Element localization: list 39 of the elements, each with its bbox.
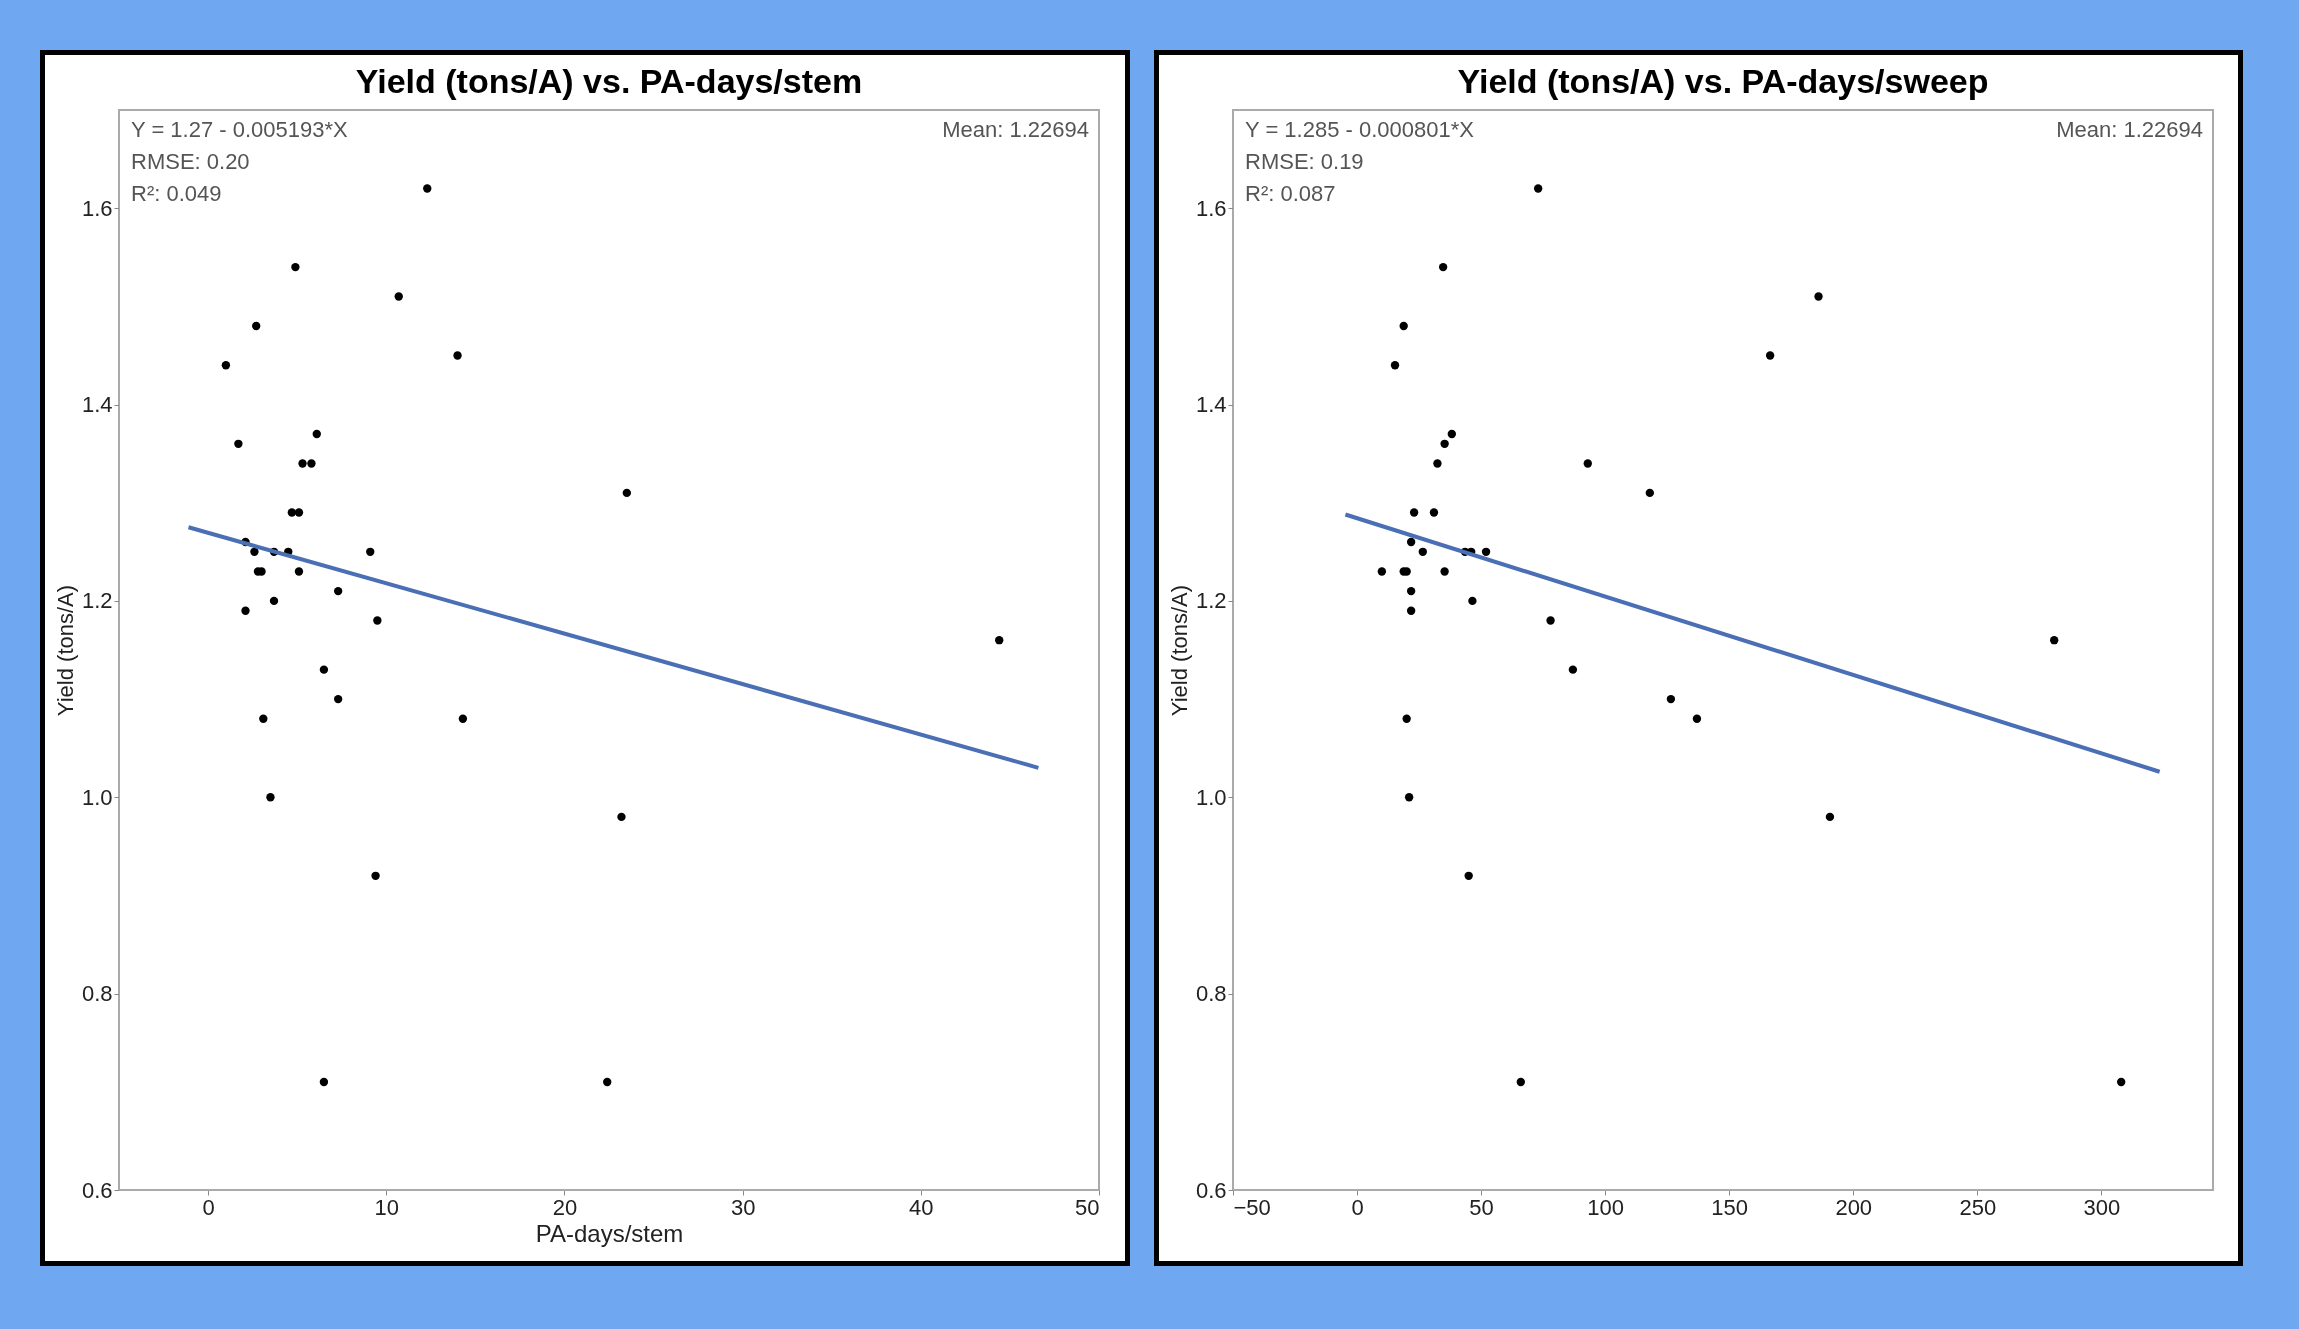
x-tick-label: 100 <box>1587 1194 1625 1220</box>
annotation: Mean: 1.22694 <box>942 117 1089 142</box>
x-tick-label: −50 <box>1233 1194 1271 1220</box>
y-axis-title: Yield (tons/A) <box>52 584 78 717</box>
x-tick-label: 250 <box>1959 1194 1997 1220</box>
annotation: Y = 1.27 - 0.005193*X <box>131 117 349 142</box>
y-tick-label: 0.6 <box>1195 1177 1227 1203</box>
x-tick-label: 50 <box>1469 1194 1494 1220</box>
y-tick-label: 1.2 <box>1195 588 1227 614</box>
x-tick-label: 10 <box>374 1194 400 1220</box>
y-tick-label: 1.0 <box>1195 784 1227 810</box>
annotation: Y = 1.285 - 0.000801*X <box>1245 117 1475 142</box>
x-tick-label: 200 <box>1835 1194 1873 1220</box>
annotation: R²: 0.087 <box>1245 181 1336 206</box>
x-tick-label: 30 <box>730 1194 756 1220</box>
y-tick-label: 0.6 <box>81 1177 113 1203</box>
y-tick-label: 0.8 <box>1195 981 1227 1007</box>
y-tick-label: 1.4 <box>1195 392 1227 418</box>
x-tick-label: 150 <box>1711 1194 1749 1220</box>
x-tick-label: 0 <box>202 1194 215 1220</box>
x-tick-label: 40 <box>909 1194 934 1220</box>
x-axis-title: PA-days/stem <box>535 1219 684 1247</box>
chart-title: Yield (tons/A) vs. PA-days/stem <box>355 62 863 100</box>
y-tick-label: 1.0 <box>81 784 113 810</box>
annotation: R²: 0.049 <box>131 181 222 206</box>
y-axis-title: Yield (tons/A) <box>1166 584 1192 717</box>
annotation: RMSE: 0.20 <box>131 149 250 174</box>
chart-title: Yield (tons/A) vs. PA-days/sweep <box>1457 62 1989 100</box>
x-tick-label: 20 <box>552 1194 578 1220</box>
x-tick-label: 50 <box>1075 1194 1100 1220</box>
annotation: Mean: 1.22694 <box>2056 117 2203 142</box>
x-tick-label: 300 <box>2083 1194 2121 1220</box>
annotation: RMSE: 0.19 <box>1245 149 1364 174</box>
y-tick-label: 1.6 <box>81 195 113 221</box>
y-tick-label: 1.4 <box>81 392 113 418</box>
y-tick-label: 1.6 <box>1195 195 1227 221</box>
x-tick-label: 0 <box>1351 1194 1364 1220</box>
y-tick-label: 0.8 <box>81 981 113 1007</box>
y-tick-label: 1.2 <box>81 588 113 614</box>
